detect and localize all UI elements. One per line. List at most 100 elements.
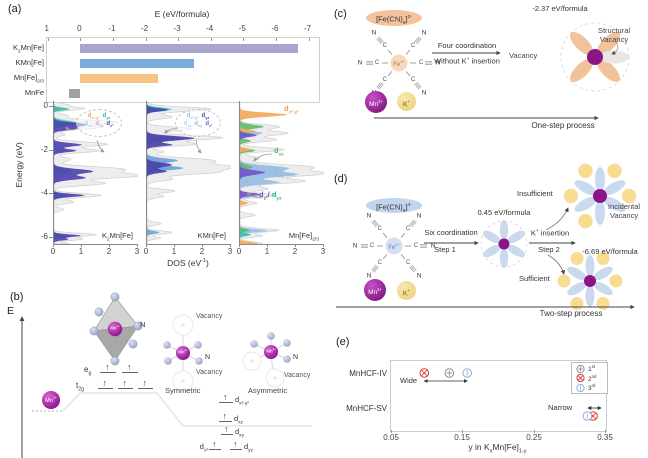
bar-chart-title: E (eV/formula) bbox=[154, 9, 210, 19]
dos-x-tick-label: 1 bbox=[264, 247, 270, 256]
legend-row-circle-bar: 3rd bbox=[575, 383, 607, 393]
ligand-petal bbox=[567, 281, 587, 296]
dxy-level-line: ↑ bbox=[221, 425, 233, 435]
scatter-plot-box bbox=[390, 360, 607, 432]
mn-flower-center bbox=[587, 49, 603, 65]
ligand-petal bbox=[507, 244, 526, 258]
dos-x-axis-label: DOS (eV-1) bbox=[167, 257, 209, 268]
ligand-n-letter: N bbox=[431, 243, 436, 250]
n-ligand-sphere bbox=[133, 321, 143, 331]
row-label-mnhcf-iv: MnHCF-IV bbox=[349, 369, 387, 378]
dxz-label: dxz bbox=[234, 414, 244, 426]
dyz-level-line: ↑ bbox=[230, 440, 242, 450]
scatter-x-tick-label: 0.05 bbox=[383, 433, 399, 442]
dos-x-tick-label: 2 bbox=[292, 247, 298, 256]
dos-series-dyz bbox=[147, 101, 195, 244]
two-step-process-label: Two-step process bbox=[539, 309, 603, 318]
t2g-level-line: ↑ bbox=[118, 379, 133, 389]
vacancy-c-label: Vacancy bbox=[509, 51, 538, 60]
dxz-level-line: ↑ bbox=[219, 412, 232, 422]
n-ligand-sphere bbox=[110, 356, 120, 366]
mn-symmetric-center bbox=[176, 346, 190, 360]
dos-x-tick-label: 1 bbox=[78, 247, 84, 256]
bar-chart-plot bbox=[46, 37, 320, 103]
bar-axis-tick-label: 1 bbox=[44, 24, 49, 33]
ligand-c-letter: C bbox=[375, 60, 380, 66]
dos-series-dz2 bbox=[240, 101, 266, 244]
n-ligand-sphere bbox=[128, 339, 138, 349]
bar-0 bbox=[80, 44, 299, 53]
ligand-petal bbox=[596, 32, 620, 56]
dos-x-tick-label: 3 bbox=[134, 247, 140, 256]
structural-vacancy-arrow bbox=[611, 41, 619, 55]
bar-axis-tick-label: -1 bbox=[108, 24, 116, 33]
wide-label: Wide bbox=[400, 376, 418, 385]
narrow-label: Narrow bbox=[548, 403, 573, 412]
ligand-petal bbox=[596, 58, 620, 82]
panel-d-tag: (d) bbox=[334, 173, 348, 185]
panel-a-tag: (a) bbox=[8, 3, 22, 15]
bar-category-label: K2Mn[Fe] bbox=[12, 42, 44, 55]
energy-mid-label: 0.45 eV/formula bbox=[477, 208, 531, 217]
asymmetric-label: Asymmetric bbox=[248, 386, 288, 395]
mn-ion-c: Mn2+ bbox=[365, 91, 387, 113]
dos-series-dz2 bbox=[54, 101, 94, 244]
pointer-arrow bbox=[195, 139, 202, 154]
ligand-petal bbox=[593, 281, 613, 296]
ligand-petal bbox=[567, 266, 587, 281]
ligand-n-letter: N bbox=[367, 213, 372, 220]
ligand-petal bbox=[570, 58, 594, 82]
sufficient-arrow bbox=[547, 254, 565, 275]
panel-c-tag: (c) bbox=[334, 8, 347, 20]
ligand-c-letter: C bbox=[406, 260, 411, 266]
bar-category-label: Mn[Fe]2/3 bbox=[13, 72, 44, 85]
n-ligand-sphere bbox=[195, 357, 203, 365]
annotation-dxz: dxz bbox=[274, 146, 284, 158]
pointer-arrow bbox=[246, 191, 263, 199]
k-ion-dot bbox=[570, 251, 584, 265]
dxy-label: dxy bbox=[235, 427, 245, 439]
n-ligand-label-octahedron: N bbox=[140, 320, 146, 329]
scatter-markers bbox=[419, 368, 602, 421]
k-ion-c: K+ bbox=[397, 92, 416, 111]
bar-axis-tick-label: -4 bbox=[206, 24, 214, 33]
mn-symmetric-label: Mn2+ bbox=[178, 348, 188, 355]
legend-marker bbox=[576, 383, 585, 392]
dx2y2-level-line: ↑ bbox=[219, 393, 233, 403]
bar-axis-tick-label: -6 bbox=[271, 24, 279, 33]
panel-b-drawing bbox=[19, 292, 312, 458]
ligand-n-letter: N bbox=[417, 272, 422, 279]
t2g-level-line: ↑ bbox=[138, 379, 153, 389]
legend-row-circle-plus: 1st bbox=[575, 364, 607, 374]
bar-category-label: MnFe bbox=[24, 87, 44, 97]
sufficient-label: Sufficient bbox=[519, 274, 550, 283]
t2g-level-label: t2g bbox=[76, 381, 85, 393]
legend-marker bbox=[576, 374, 585, 383]
dos-series-dxy bbox=[240, 101, 299, 244]
t2g-level-line: ↑ bbox=[98, 379, 113, 389]
dyz-label: dyz bbox=[244, 442, 254, 454]
dos-y-tick-label: 0 bbox=[43, 101, 48, 110]
legend-label: 3rd bbox=[588, 383, 596, 393]
ligand-petal bbox=[482, 230, 501, 244]
ligand-c-letter: C bbox=[378, 226, 383, 232]
without-k-insertion-text: Without K+ insertion bbox=[434, 56, 500, 66]
fe3-center-label: Fe3+ bbox=[393, 59, 405, 68]
ligand-n-letter: N bbox=[422, 30, 427, 37]
ligand-c-letter: C bbox=[370, 243, 375, 249]
scatter-x-axis-label: y in KxMn[Fe]1-y bbox=[468, 442, 527, 455]
dos-orbital-legend-1: dx²-y² dyz dxz dxy dz² bbox=[76, 109, 122, 137]
ligand-c-letter: C bbox=[378, 260, 383, 266]
bar-1 bbox=[80, 59, 195, 68]
ligand-c-letter: C bbox=[411, 43, 416, 49]
pointer-arrow bbox=[164, 127, 178, 134]
dos-x-tick-label: 0 bbox=[143, 247, 149, 256]
k-ion-dot bbox=[609, 274, 623, 288]
mn-asymmetric-center bbox=[264, 345, 278, 359]
vacancy-label-bottom: Vacancy bbox=[196, 369, 223, 376]
insufficient-arrow bbox=[545, 207, 569, 231]
flower-outline bbox=[480, 220, 528, 268]
scatter-x-tick-label: 0.25 bbox=[526, 433, 542, 442]
ligand-petal bbox=[570, 32, 594, 56]
